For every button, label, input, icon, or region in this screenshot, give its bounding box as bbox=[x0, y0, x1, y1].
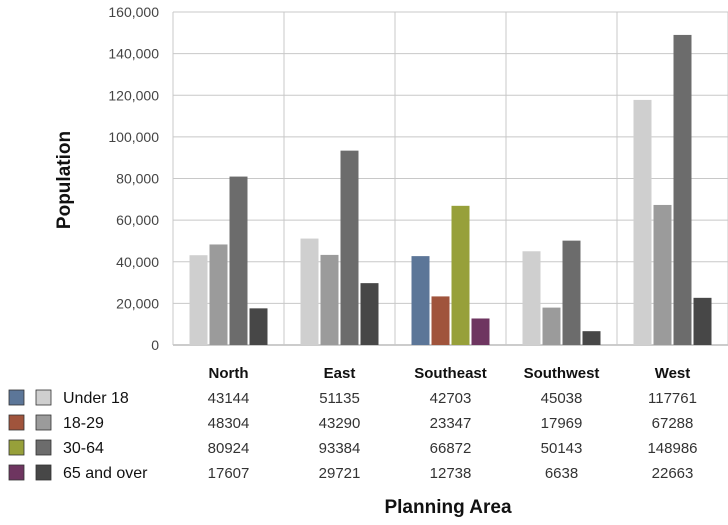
y-tick-label: 20,000 bbox=[116, 295, 159, 311]
gridlines bbox=[172, 11, 728, 346]
table-cell: 6638 bbox=[545, 465, 578, 482]
bar-north-1 bbox=[209, 244, 228, 345]
table-cell: 117761 bbox=[648, 390, 697, 407]
y-axis-ticks: 0 20,000 40,000 60,000 80,000 100,000 120,000 1… bbox=[108, 4, 159, 353]
y-tick-label: 120,000 bbox=[108, 87, 159, 103]
table-cell: 29721 bbox=[319, 465, 361, 482]
y-tick-label: 140,000 bbox=[108, 46, 159, 62]
legend-label: 30-64 bbox=[63, 440, 104, 457]
category-label: Southeast bbox=[414, 365, 487, 382]
table-cell: 22663 bbox=[652, 465, 694, 482]
category-label: Southwest bbox=[524, 365, 600, 382]
table-cell: 17969 bbox=[541, 415, 583, 432]
bar-north-3 bbox=[249, 308, 268, 345]
table-cell: 48304 bbox=[208, 415, 250, 432]
bar-southeast-2 bbox=[451, 205, 470, 345]
legend-swatch-highlight bbox=[8, 439, 25, 456]
legend-swatch bbox=[35, 439, 52, 456]
y-axis-label: Population bbox=[54, 131, 75, 229]
bar-west-2 bbox=[673, 34, 692, 346]
legend-swatch bbox=[35, 389, 52, 406]
table-cell: 93384 bbox=[319, 440, 361, 457]
table-cell: 17607 bbox=[208, 465, 250, 482]
table-cell: 50143 bbox=[541, 440, 583, 457]
category-label: North bbox=[209, 365, 249, 382]
table-cell: 67288 bbox=[652, 415, 694, 432]
bar-east-3 bbox=[360, 283, 379, 345]
bar-southeast-3 bbox=[471, 318, 490, 345]
y-tick-label: 100,000 bbox=[108, 129, 159, 145]
legend-label: 18-29 bbox=[63, 415, 104, 432]
table-cell: 42703 bbox=[430, 390, 472, 407]
table-cell: 43144 bbox=[208, 390, 250, 407]
table-cell: 80924 bbox=[208, 440, 250, 457]
table-cell: 12738 bbox=[430, 465, 472, 482]
table-cell: 51135 bbox=[319, 390, 360, 407]
bar-west-0 bbox=[633, 99, 652, 346]
table-cell: 23347 bbox=[430, 415, 472, 432]
bar-southwest-2 bbox=[562, 240, 581, 345]
bar-southwest-1 bbox=[542, 307, 561, 345]
table-cell: 45038 bbox=[541, 390, 583, 407]
y-tick-label: 60,000 bbox=[116, 212, 159, 228]
legend-label: Under 18 bbox=[63, 390, 129, 407]
bar-southeast-0 bbox=[411, 256, 430, 345]
legend-swatch-highlight bbox=[8, 464, 25, 481]
bar-north-0 bbox=[189, 255, 208, 345]
bar-east-2 bbox=[340, 150, 359, 345]
legend-swatch-highlight bbox=[8, 414, 25, 431]
table-cell: 66872 bbox=[430, 440, 472, 457]
bar-southwest-0 bbox=[522, 251, 541, 345]
y-tick-label: 80,000 bbox=[116, 171, 159, 187]
bar-west-1 bbox=[653, 204, 672, 345]
table-cell: 43290 bbox=[319, 415, 361, 432]
legend-swatch bbox=[35, 464, 52, 481]
bar-southwest-3 bbox=[582, 331, 601, 345]
bar-east-0 bbox=[300, 238, 319, 345]
data-table: North East Southeast Southwest West Under 18 4… bbox=[8, 365, 698, 482]
table-cell: 148986 bbox=[647, 440, 697, 457]
category-label: East bbox=[324, 365, 356, 382]
x-axis-label: Planning Area bbox=[384, 497, 511, 518]
legend-label: 65 and over bbox=[63, 465, 148, 482]
y-tick-label: 40,000 bbox=[116, 254, 159, 270]
legend-swatch bbox=[35, 414, 52, 431]
bar-north-2 bbox=[229, 176, 248, 345]
category-label: West bbox=[655, 365, 691, 382]
legend-swatch-highlight bbox=[8, 389, 25, 406]
bar-west-3 bbox=[693, 297, 712, 345]
y-tick-label: 0 bbox=[151, 337, 159, 353]
bar-east-1 bbox=[320, 254, 339, 345]
bars bbox=[189, 34, 712, 346]
y-tick-label: 160,000 bbox=[108, 4, 159, 20]
bar-southeast-1 bbox=[431, 296, 450, 345]
